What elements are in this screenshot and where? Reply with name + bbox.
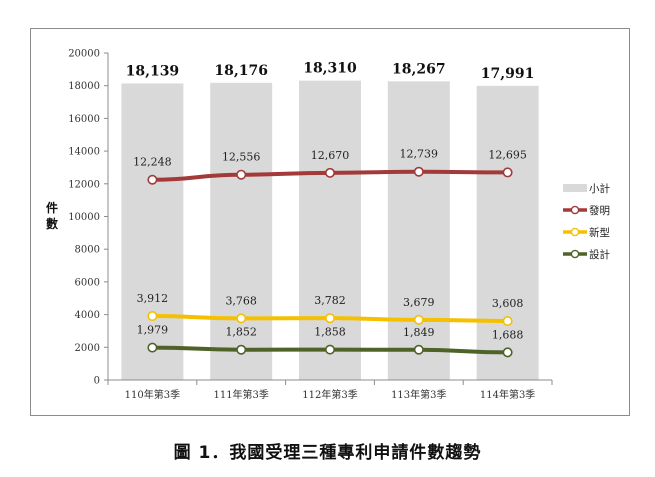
value-label-新型: 3,782 (314, 294, 346, 307)
bar-value-label: 18,310 (303, 61, 357, 77)
bar-subtotal (121, 83, 184, 380)
point-發明 (413, 166, 424, 177)
bar-value-label: 18,139 (126, 63, 180, 79)
legend-entry-label: 發明 (589, 204, 610, 217)
y-tick-label: 2000 (75, 343, 100, 354)
bar-value-label: 18,176 (214, 63, 268, 79)
figure-caption: 圖 1．我國受理三種專利申請件數趨勢 (173, 443, 482, 463)
y-tick-label: 12000 (68, 179, 100, 190)
bar-subtotal (299, 80, 361, 380)
point-發明 (502, 167, 513, 178)
y-axis-title: 件 (46, 200, 58, 215)
value-label-設計: 1,858 (314, 326, 346, 339)
data-labels: 18,139 18,176 18,310 18,267 17,991 12,248 12,5… (126, 61, 535, 342)
legend-entry-label: 設計 (589, 248, 610, 261)
value-label-發明: 12,670 (311, 149, 350, 162)
lines (147, 166, 513, 358)
y-tick-label: 14000 (68, 147, 100, 158)
point-設計 (236, 344, 247, 355)
value-label-新型: 3,608 (492, 297, 524, 310)
legend-entry-label: 小計 (589, 182, 610, 195)
value-label-發明: 12,695 (488, 148, 527, 161)
point-新型 (236, 313, 247, 324)
x-tick-label: 111年第3季 (213, 388, 268, 401)
point-新型 (502, 316, 513, 327)
x-tick-label: 114年第3季 (480, 388, 535, 401)
value-label-設計: 1,979 (137, 324, 169, 337)
y-tick-label: 10000 (68, 212, 100, 223)
point-新型 (413, 314, 424, 325)
value-label-設計: 1,852 (225, 326, 257, 339)
point-發明 (236, 169, 247, 180)
point-設計 (502, 347, 513, 358)
legend-swatch-marker (570, 205, 580, 215)
value-label-新型: 3,679 (403, 296, 435, 309)
point-設計 (324, 344, 335, 355)
bar-subtotal (476, 85, 539, 380)
point-新型 (324, 313, 335, 324)
patent-trend-chart: 0 2000 4000 6000 8000 10000 12000 14000 16000 180… (46, 49, 611, 402)
value-label-新型: 3,912 (137, 292, 169, 305)
legend-swatch-marker (570, 227, 580, 237)
value-label-新型: 3,768 (225, 294, 257, 307)
y-axis-title: 數 (46, 216, 58, 231)
bar-subtotal (210, 82, 273, 381)
x-tick-label: 112年第3季 (302, 388, 357, 401)
y-tick-label: 4000 (75, 310, 100, 321)
y-tick-label: 6000 (75, 277, 100, 288)
point-發明 (324, 167, 335, 178)
value-label-發明: 12,556 (222, 151, 261, 164)
y-tick-label: 20000 (68, 49, 100, 60)
point-設計 (147, 342, 158, 353)
point-新型 (147, 311, 158, 322)
y-tick-label: 0 (94, 376, 100, 387)
legend-entry-label: 新型 (589, 226, 610, 239)
bar-subtotal (387, 81, 450, 381)
x-tick-label: 113年第3季 (391, 388, 446, 401)
value-label-設計: 1,849 (403, 326, 435, 339)
bar-value-label: 18,267 (392, 61, 446, 77)
point-設計 (413, 344, 424, 355)
y-tick-label: 16000 (68, 114, 100, 125)
value-label-設計: 1,688 (492, 328, 524, 341)
x-tick-label: 110年第3季 (125, 388, 180, 401)
legend-swatch-bar (563, 184, 587, 192)
value-label-發明: 12,248 (133, 156, 172, 169)
bar-value-label: 17,991 (481, 66, 535, 82)
x-axis: 110年第3季 111年第3季 112年第3季 113年第3季 114年第3季 (107, 379, 553, 401)
legend-swatch-marker (570, 249, 580, 259)
y-tick-label: 18000 (68, 81, 100, 92)
y-tick-label: 8000 (75, 245, 100, 256)
point-發明 (147, 174, 158, 185)
bars (121, 80, 539, 381)
y-axis: 0 2000 4000 6000 8000 10000 12000 14000 16000 180… (46, 49, 109, 387)
value-label-發明: 12,739 (400, 148, 439, 161)
